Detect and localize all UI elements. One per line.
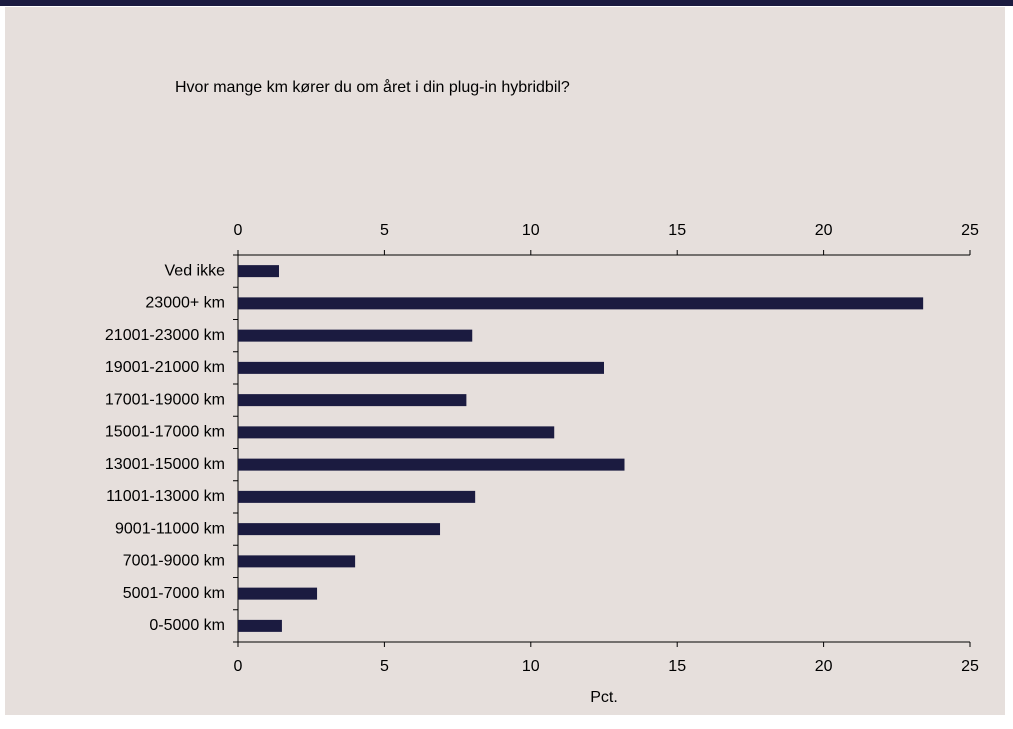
bar — [238, 458, 625, 471]
bar — [238, 265, 279, 278]
y-tick-label: 9001-11000 km — [115, 520, 225, 537]
y-tick-label: 13001-15000 km — [105, 456, 225, 473]
x-tick-label: 10 — [522, 222, 540, 239]
x-axis-label: Pct. — [590, 689, 618, 706]
x-tick-label: 0 — [234, 222, 243, 239]
x-tick-label: 5 — [380, 222, 389, 239]
x-tick-label: 25 — [961, 222, 979, 239]
y-tick-label: 0-5000 km — [149, 617, 225, 634]
bar — [238, 619, 282, 632]
y-tick-label: 23000+ km — [145, 295, 225, 312]
bar — [238, 490, 476, 503]
bar — [238, 587, 318, 600]
y-tick-label: 7001-9000 km — [123, 553, 225, 570]
x-tick-label: 5 — [380, 658, 389, 675]
y-tick-label: 5001-7000 km — [123, 585, 225, 602]
y-tick-label: 21001-23000 km — [105, 327, 225, 344]
y-tick-label: 19001-21000 km — [105, 359, 225, 376]
x-tick-label: 0 — [234, 658, 243, 675]
x-tick-label: 20 — [815, 658, 833, 675]
y-tick-label: Ved ikke — [165, 262, 226, 279]
top-stripe — [0, 0, 1013, 6]
bar — [238, 329, 473, 342]
panel — [5, 7, 1005, 715]
bar — [238, 523, 441, 536]
y-tick-label: 15001-17000 km — [105, 424, 225, 441]
x-tick-label: 25 — [961, 658, 979, 675]
x-tick-label: 20 — [815, 222, 833, 239]
y-tick-label: 11001-13000 km — [106, 488, 225, 505]
x-tick-label: 10 — [522, 658, 540, 675]
x-tick-label: 15 — [668, 658, 686, 675]
bar — [238, 555, 356, 568]
bar — [238, 297, 924, 310]
y-tick-label: 17001-19000 km — [105, 391, 225, 408]
bar — [238, 426, 555, 439]
bar — [238, 361, 604, 374]
bar — [238, 394, 467, 407]
x-tick-label: 15 — [668, 222, 686, 239]
chart-title: Hvor mange km kører du om året i din plu… — [175, 78, 570, 96]
